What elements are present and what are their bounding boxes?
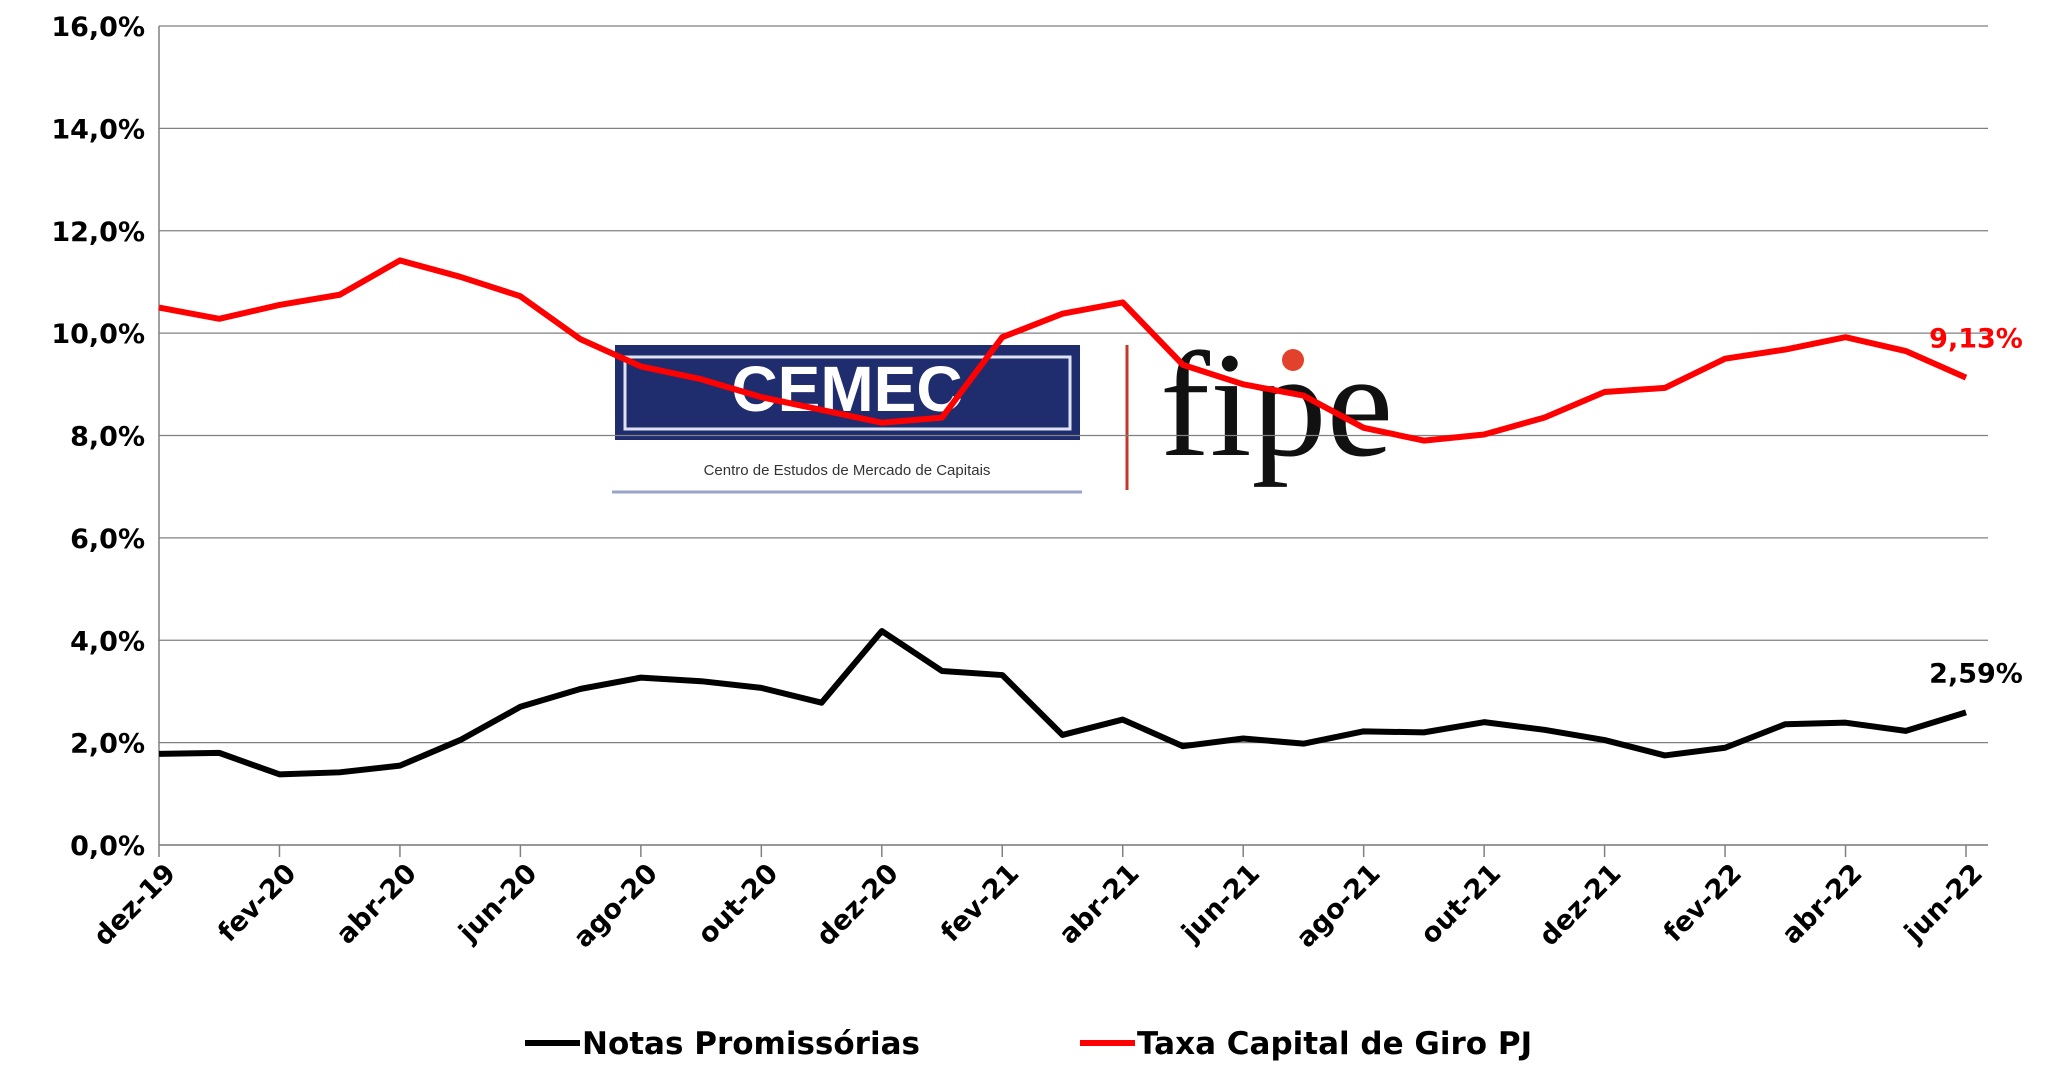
x-tick-label: abr-20 bbox=[330, 858, 422, 950]
data-label: 9,13% bbox=[1929, 324, 2023, 355]
y-tick-label: 14,0% bbox=[51, 114, 145, 145]
x-tick-label: abr-21 bbox=[1053, 858, 1145, 950]
x-tick-label: out-20 bbox=[692, 858, 784, 950]
logo-box bbox=[615, 345, 1080, 440]
x-tick-label: fev-22 bbox=[1658, 858, 1748, 948]
y-tick-label: 8,0% bbox=[70, 422, 145, 453]
y-tick-label: 6,0% bbox=[70, 524, 145, 555]
logo-dot bbox=[1282, 349, 1304, 371]
logo-frame bbox=[623, 355, 1072, 431]
x-tick-label: jun-22 bbox=[1898, 858, 1989, 949]
legend-label: Notas Promissórias bbox=[582, 1026, 920, 1062]
y-tick-label: 16,0% bbox=[51, 12, 145, 43]
x-tick-label: fev-21 bbox=[935, 858, 1025, 948]
x-tick-label: dez-20 bbox=[811, 858, 905, 952]
series-line bbox=[158, 257, 1968, 444]
data-label: 2,59% bbox=[1929, 658, 2023, 689]
logo: CEMEC Centro de Estudos de Mercado de Ca… bbox=[612, 322, 1393, 494]
x-tick-label: ago-20 bbox=[568, 858, 664, 954]
x-tick-label: abr-22 bbox=[1776, 858, 1868, 950]
series-line bbox=[158, 628, 1967, 778]
x-tick-label: dez-19 bbox=[88, 858, 182, 952]
legend-label: Taxa Capital de Giro PJ bbox=[1137, 1026, 1532, 1062]
x-tick-label: dez-21 bbox=[1533, 858, 1627, 952]
x-tick-label: fev-20 bbox=[212, 858, 302, 948]
y-tick-label: 0,0% bbox=[70, 831, 145, 862]
x-tick-label: jun-21 bbox=[1175, 858, 1266, 949]
logo-subtitle: Centro de Estudos de Mercado de Capitais bbox=[704, 462, 991, 479]
logo-right: fipe bbox=[1160, 322, 1393, 488]
x-tick-label: jun-20 bbox=[452, 858, 543, 949]
x-tick-label: ago-21 bbox=[1291, 858, 1387, 954]
y-tick-label: 2,0% bbox=[70, 729, 145, 760]
y-tick-label: 10,0% bbox=[51, 319, 145, 350]
x-tick-label: out-21 bbox=[1415, 858, 1507, 950]
y-tick-label: 4,0% bbox=[70, 626, 145, 657]
y-tick-label: 12,0% bbox=[51, 217, 145, 248]
